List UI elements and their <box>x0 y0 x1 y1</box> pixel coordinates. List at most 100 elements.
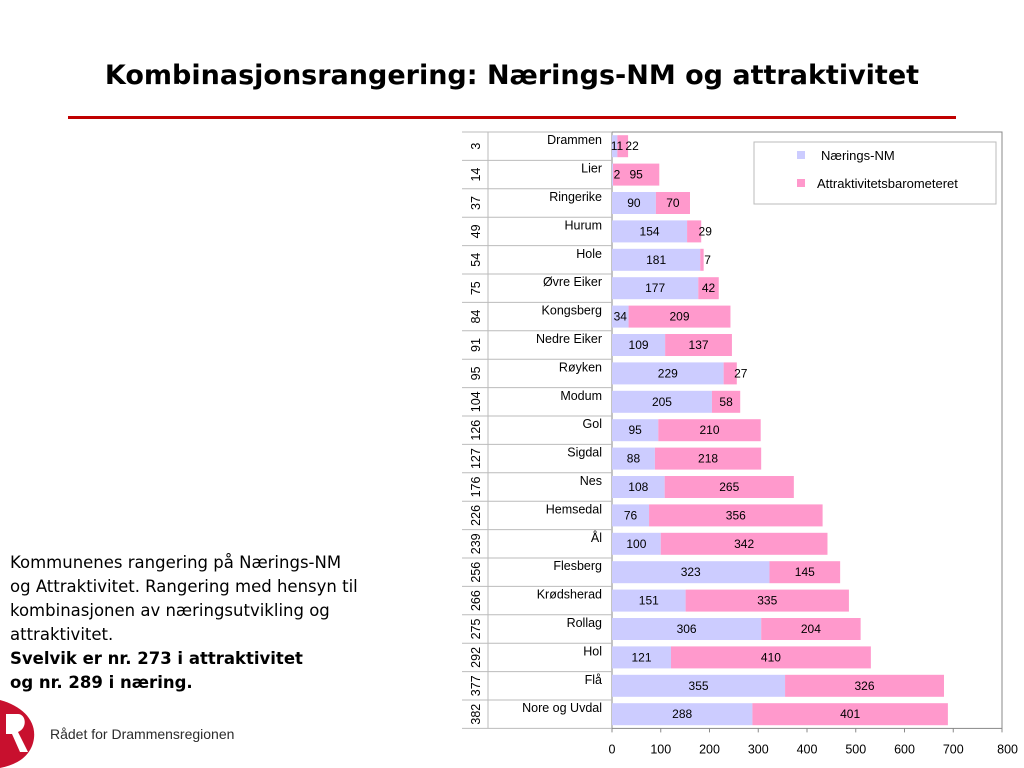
data-label: 95 <box>628 423 642 437</box>
bar-attraktivitet <box>655 192 690 214</box>
data-label: 335 <box>757 594 777 608</box>
rank-label: 292 <box>469 647 483 668</box>
bar-naerings-nm <box>612 589 686 612</box>
rank-label: 239 <box>469 533 483 554</box>
bar-naerings-nm <box>612 362 724 385</box>
data-label: 88 <box>627 452 641 466</box>
data-label: 151 <box>639 594 659 608</box>
bar-naerings-nm <box>612 390 712 413</box>
bar-naerings-nm <box>612 135 618 158</box>
rank-label: 226 <box>469 505 483 526</box>
category-label: Ål <box>591 530 602 545</box>
data-label: 108 <box>628 480 648 494</box>
rank-label: 95 <box>469 366 483 380</box>
x-tick-label: 0 <box>609 742 616 756</box>
data-label: 58 <box>719 395 733 409</box>
category-label: Krødsherad <box>537 588 602 602</box>
legend-swatch-attraktivitet <box>797 179 805 187</box>
data-label: 109 <box>629 338 649 352</box>
data-label: 306 <box>677 622 697 636</box>
bar-naerings-nm <box>612 305 629 328</box>
bar-attraktivitet <box>665 334 732 356</box>
data-label: 288 <box>672 707 692 721</box>
x-tick-label: 300 <box>748 742 769 756</box>
bar-attraktivitet <box>687 220 702 243</box>
data-label: 205 <box>652 395 672 409</box>
category-label: Ringerike <box>549 190 602 204</box>
rank-label: 54 <box>469 253 483 267</box>
rank-label: 104 <box>469 391 483 412</box>
rank-label: 37 <box>469 196 483 210</box>
rank-label: 3 <box>469 143 483 150</box>
data-label: 2 <box>614 168 621 182</box>
category-label: Flesberg <box>553 559 602 573</box>
rank-label: 176 <box>469 477 483 498</box>
bar-attraktivitet <box>711 390 741 413</box>
data-label: 154 <box>640 224 660 238</box>
data-label: 76 <box>624 508 638 522</box>
bar-naerings-nm <box>612 220 688 243</box>
rank-label: 377 <box>469 675 483 696</box>
data-label: 355 <box>689 679 709 693</box>
bar-attraktivitet <box>698 277 719 300</box>
description-line: attraktivitet. <box>10 625 114 644</box>
bar-naerings-nm <box>612 248 701 271</box>
data-label: 90 <box>627 196 641 210</box>
data-label: 181 <box>646 253 666 267</box>
x-tick-label: 500 <box>845 742 866 756</box>
category-label: Modum <box>560 389 602 403</box>
bar-naerings-nm <box>612 192 656 214</box>
description-line: Kommunenes rangering på Nærings-NM <box>10 553 342 572</box>
data-label: 356 <box>726 508 746 522</box>
data-label: 342 <box>734 537 754 551</box>
category-label: Gol <box>583 417 602 431</box>
category-label: Drammen <box>547 133 602 147</box>
logo-icon <box>0 700 35 768</box>
x-tick-label: 700 <box>943 742 964 756</box>
rank-label: 127 <box>469 448 483 469</box>
data-label: 70 <box>666 196 680 210</box>
bar-naerings-nm <box>612 163 613 186</box>
bar-attraktivitet <box>685 589 849 612</box>
category-label: Øvre Eiker <box>543 275 602 289</box>
category-label: Hole <box>576 247 602 261</box>
bar-naerings-nm <box>612 561 770 584</box>
data-label: 22 <box>625 139 639 153</box>
bar-naerings-nm <box>612 646 671 669</box>
category-label: Røyken <box>559 360 602 374</box>
bar-naerings-nm <box>612 532 661 555</box>
logo-text: Rådet for Drammensregionen <box>50 726 235 742</box>
bar-attraktivitet <box>612 163 660 186</box>
rank-label: 382 <box>469 704 483 725</box>
bar-naerings-nm <box>612 447 655 470</box>
legend-swatch-naerings-nm <box>797 151 805 159</box>
rank-label: 75 <box>469 281 483 295</box>
legend-label: Nærings-NM <box>821 148 895 163</box>
bar-attraktivitet <box>700 248 704 271</box>
category-label: Sigdal <box>567 446 602 460</box>
data-label: 27 <box>734 366 748 380</box>
data-label: 210 <box>699 423 719 437</box>
category-label: Nore og Uvdal <box>522 701 602 715</box>
rank-label: 91 <box>469 338 483 352</box>
bar-attraktivitet <box>664 476 794 498</box>
data-label: 11 <box>611 139 624 153</box>
description-highlight: Svelvik er nr. 273 i attraktivitet <box>10 649 303 668</box>
bar-naerings-nm <box>612 334 666 356</box>
data-label: 100 <box>626 537 646 551</box>
bar-attraktivitet <box>628 305 731 328</box>
data-label: 326 <box>855 679 875 693</box>
x-tick-label: 600 <box>894 742 915 756</box>
data-label: 34 <box>614 310 628 324</box>
category-label: Flå <box>585 673 602 687</box>
bar-attraktivitet <box>723 362 737 385</box>
category-label: Lier <box>581 162 602 176</box>
legend <box>753 141 997 205</box>
data-label: 29 <box>699 224 713 238</box>
title-divider <box>68 116 956 119</box>
bar-attraktivitet <box>752 703 948 726</box>
category-label: Hol <box>583 644 602 658</box>
page-title: Kombinasjonsrangering: Nærings-NM og att… <box>104 60 920 91</box>
bar-attraktivitet <box>670 646 871 669</box>
